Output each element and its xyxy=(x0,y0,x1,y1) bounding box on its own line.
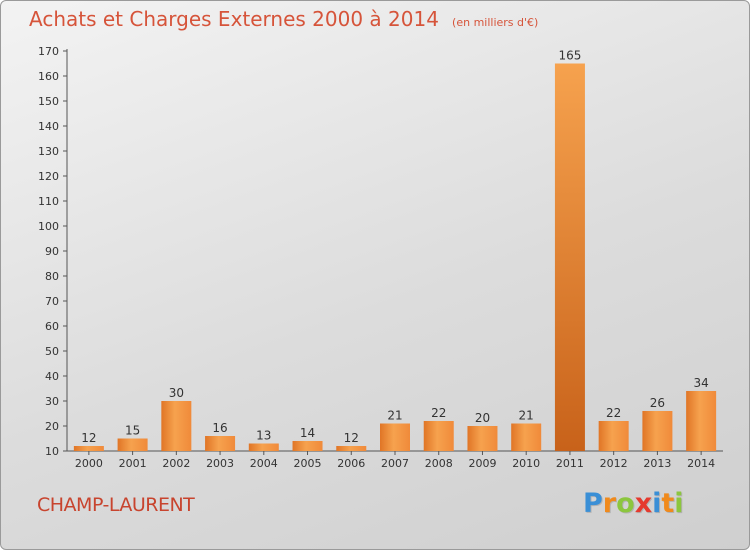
logo-letter: o xyxy=(616,488,635,519)
logo-letter: i xyxy=(652,488,662,519)
logo-letter: P xyxy=(583,488,603,519)
y-tick-label: 130 xyxy=(38,145,59,158)
logo-letter: r xyxy=(602,488,617,519)
bar xyxy=(205,436,236,451)
x-tick-label: 2014 xyxy=(687,457,715,470)
bar xyxy=(248,443,279,451)
x-tick-label: 2002 xyxy=(162,457,190,470)
bar-value-label: 15 xyxy=(125,424,140,438)
chart-title: Achats et Charges Externes 2000 à 2014 xyxy=(29,7,439,31)
bar-value-label: 34 xyxy=(693,376,708,390)
bar-value-label: 21 xyxy=(387,409,402,423)
bar-value-label: 20 xyxy=(475,411,490,425)
bar xyxy=(511,423,542,451)
bar-value-label: 165 xyxy=(558,49,581,63)
y-tick-label: 140 xyxy=(38,120,59,133)
bar-value-label: 22 xyxy=(606,406,621,420)
y-tick-label: 160 xyxy=(38,70,59,83)
bar xyxy=(686,391,717,451)
bar xyxy=(598,421,629,451)
bar xyxy=(292,441,323,451)
y-tick-label: 30 xyxy=(45,395,59,408)
bar-value-label: 16 xyxy=(212,421,227,435)
x-tick-label: 2004 xyxy=(250,457,278,470)
axes xyxy=(63,49,723,455)
bar xyxy=(642,411,673,451)
logo-letter: x xyxy=(634,488,653,519)
chart-header: Achats et Charges Externes 2000 à 2014 (… xyxy=(29,7,538,31)
labels: 10 20 30 40 50 60 70 80 90 100 110 120 130 140 150 160 1… xyxy=(38,45,715,470)
bar-chart: 10 20 30 40 50 60 70 80 90 100 110 120 130 140 150 160 1… xyxy=(38,45,723,470)
bar xyxy=(161,401,192,451)
logo-letter: t xyxy=(661,488,675,519)
bar xyxy=(467,426,498,451)
bar xyxy=(73,446,104,451)
bar xyxy=(380,423,410,451)
bar-value-label: 12 xyxy=(81,431,96,445)
bar xyxy=(423,421,454,451)
x-tick-label: 2006 xyxy=(337,457,365,470)
x-tick-label: 2010 xyxy=(512,457,540,470)
x-tick-label: 2011 xyxy=(556,457,584,470)
x-tick-label: 2013 xyxy=(643,457,671,470)
bar-value-label: 14 xyxy=(300,426,315,440)
x-tick-label: 2007 xyxy=(381,457,409,470)
y-tick-label: 40 xyxy=(45,370,59,383)
x-tick-label: 2012 xyxy=(600,457,628,470)
y-tick-label: 10 xyxy=(45,445,59,458)
bars xyxy=(73,63,717,451)
bar xyxy=(554,63,585,451)
y-tick-label: 150 xyxy=(38,95,59,108)
y-tick-label: 120 xyxy=(38,170,59,183)
bar xyxy=(336,446,367,451)
commune-name: CHAMP-LAURENT xyxy=(37,494,195,516)
chart-unit-label: (en milliers d'€) xyxy=(452,16,539,29)
y-tick-label: 20 xyxy=(45,420,59,433)
x-tick-label: 2005 xyxy=(294,457,322,470)
proxiti-logo: Proxiti xyxy=(583,488,684,519)
bar xyxy=(117,438,148,451)
x-tick-label: 2003 xyxy=(206,457,234,470)
y-tick-label: 110 xyxy=(38,195,59,208)
bar-value-label: 21 xyxy=(519,409,534,423)
y-tick-label: 100 xyxy=(38,220,59,233)
logo-letter: i xyxy=(674,488,684,519)
x-tick-label: 2008 xyxy=(425,457,453,470)
y-tick-label: 90 xyxy=(45,245,59,258)
bar-value-label: 13 xyxy=(256,429,271,443)
y-tick-label: 60 xyxy=(45,320,59,333)
y-tick-label: 80 xyxy=(45,270,59,283)
y-tick-label: 50 xyxy=(45,345,59,358)
bar-value-label: 22 xyxy=(431,406,446,420)
y-tick-label: 70 xyxy=(45,295,59,308)
x-tick-label: 2009 xyxy=(468,457,496,470)
bar-value-label: 12 xyxy=(344,431,359,445)
x-tick-label: 2001 xyxy=(119,457,147,470)
bar-value-label: 30 xyxy=(169,386,184,400)
x-tick-label: 2000 xyxy=(75,457,103,470)
bar-value-label: 26 xyxy=(650,396,665,410)
y-tick-label: 170 xyxy=(38,45,59,58)
